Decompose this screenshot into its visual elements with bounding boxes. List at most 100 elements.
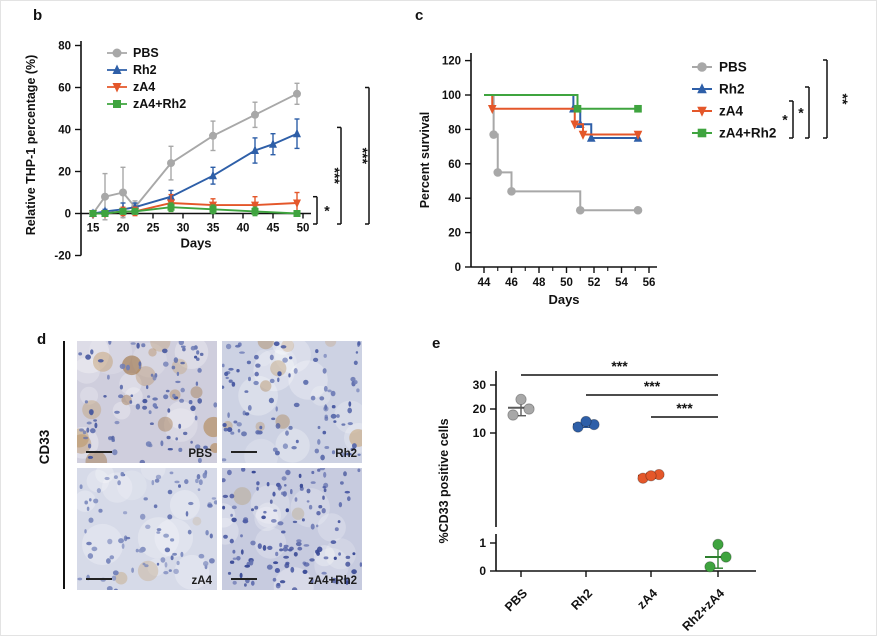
nucleus-dot — [198, 479, 203, 486]
nucleus-dot — [315, 349, 319, 354]
nucleus-dot — [91, 546, 98, 552]
survival-step-line — [484, 94, 638, 139]
significance-stars: * — [324, 202, 330, 218]
nucleus-dot — [150, 373, 154, 377]
x-tick-label: 56 — [643, 277, 656, 289]
nucleus-dot — [251, 470, 256, 474]
nucleus-dot — [135, 548, 139, 553]
nucleus-dot — [331, 450, 336, 455]
nucleus-dot — [357, 468, 361, 473]
nucleus-dot — [230, 431, 235, 435]
stain-blob — [135, 366, 156, 387]
y-tick-label: -20 — [54, 251, 71, 263]
nucleus-dot — [178, 341, 184, 346]
nucleus-dot — [160, 557, 166, 563]
nucleus-dot — [227, 571, 232, 575]
marker-triangle-down — [697, 106, 707, 117]
nucleus-dot — [352, 552, 356, 556]
nucleus-dot — [275, 406, 278, 412]
marker-circle — [575, 205, 585, 215]
nucleus-dot — [202, 472, 207, 479]
nucleus-dot — [295, 439, 299, 444]
panel-b: b -20 0 20 40 60 80 15 20 25 30 35 40 45 50 Days Relati… — [19, 5, 394, 295]
nucleus-dot — [108, 341, 112, 345]
data-point — [515, 393, 527, 406]
nucleus-dot — [198, 553, 205, 559]
marker-triangle-down — [112, 83, 122, 93]
nucleus-dot — [244, 412, 250, 416]
nucleus-dot — [269, 499, 273, 504]
nucleus-dot — [223, 427, 228, 432]
nucleus-dot — [291, 446, 297, 450]
marker-circle — [119, 188, 127, 197]
marker-triangle-up — [209, 170, 217, 180]
nucleus-dot — [170, 538, 175, 542]
nucleus-dot — [359, 562, 362, 567]
nucleus-dot — [280, 345, 287, 349]
survival-step-line — [484, 94, 638, 110]
nucleus-dot — [261, 515, 266, 520]
nucleus-dot — [163, 571, 169, 575]
panel-d: d CD33 PBS Rh2 zA4 zA4+Rh2 — [29, 327, 374, 627]
nucleus-dot — [240, 549, 244, 555]
nucleus-dot — [143, 497, 148, 501]
nucleus-dot — [277, 371, 282, 377]
nucleus-dot — [93, 419, 97, 422]
stain-blob — [157, 416, 173, 432]
nucleus-dot — [244, 390, 249, 393]
nucleus-dot — [228, 367, 234, 371]
stain-blob — [121, 394, 132, 406]
nucleus-dot — [203, 561, 209, 567]
nucleus-dot — [209, 533, 213, 539]
y-tick-label: 30 — [473, 378, 487, 392]
tissue-background — [222, 341, 362, 463]
y-tick-label: 1 — [479, 536, 486, 550]
nucleus-dot — [231, 381, 236, 387]
nucleus-dot — [263, 510, 267, 514]
nucleus-dot — [271, 417, 276, 421]
nucleus-dot — [213, 402, 217, 408]
nucleus-dot — [194, 355, 198, 359]
nucleus-dot — [97, 359, 104, 363]
nucleus-dot — [289, 356, 293, 360]
nucleus-dot — [145, 441, 152, 447]
nucleus-dot — [152, 375, 157, 381]
nucleus-dot — [164, 562, 168, 568]
marker-circle — [633, 205, 643, 215]
nucleus-dot — [248, 376, 251, 382]
nucleus-dot — [175, 437, 178, 441]
ihc-image-grid: PBS Rh2 zA4 zA4+Rh2 — [77, 341, 362, 590]
nucleus-dot — [168, 569, 172, 572]
nucleus-dot — [266, 564, 273, 570]
x-category-label: Rh2 — [569, 586, 596, 613]
x-tick-label: 35 — [207, 223, 220, 235]
nucleus-dot — [285, 430, 289, 436]
significance-stars: *** — [327, 168, 343, 185]
nucleus-dot — [345, 452, 352, 456]
nucleus-dot — [274, 568, 280, 573]
nucleus-dot — [106, 586, 113, 590]
data-point — [580, 415, 592, 428]
nucleus-dot — [244, 564, 250, 568]
nucleus-dot — [299, 483, 304, 488]
nucleus-dot — [153, 504, 158, 509]
nucleus-dot — [303, 544, 310, 547]
ihc-image-label: PBS — [188, 448, 212, 460]
nucleus-dot — [89, 409, 94, 416]
marker-triangle-up — [697, 83, 707, 94]
y-tick-label: 20 — [473, 402, 487, 416]
nucleus-dot — [320, 454, 325, 461]
legend-label: zA4+Rh2 — [719, 126, 776, 141]
nucleus-dot — [222, 423, 227, 427]
marker-triangle-down — [633, 130, 643, 140]
nucleus-dot — [195, 381, 199, 386]
stain-blob — [77, 434, 92, 454]
nucleus-dot — [84, 400, 88, 404]
stain-blob — [190, 386, 203, 399]
nucleus-dot — [87, 455, 94, 459]
x-category-label: PBS — [502, 586, 530, 614]
y-tick-label: 60 — [448, 159, 461, 171]
nucleus-dot — [324, 404, 328, 411]
stain-blob — [203, 416, 217, 438]
nucleus-dot — [352, 443, 357, 449]
